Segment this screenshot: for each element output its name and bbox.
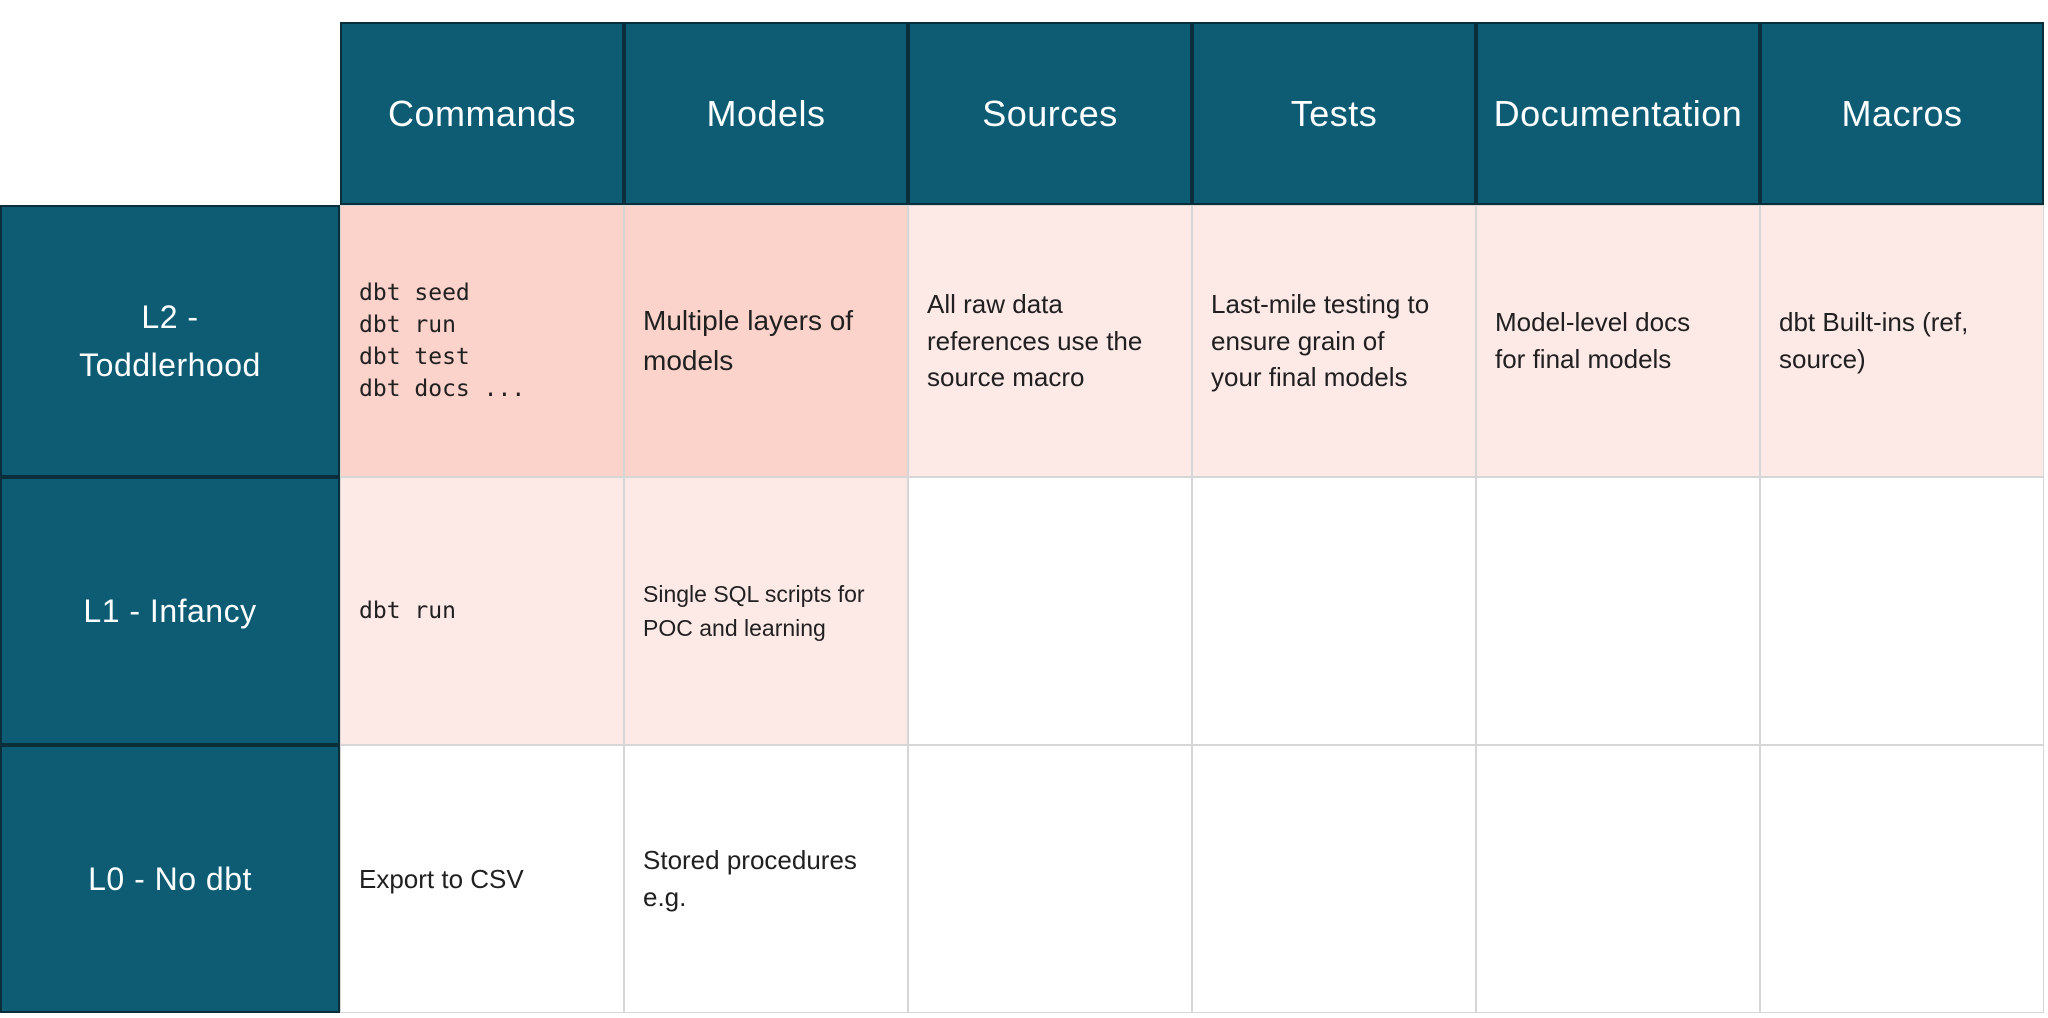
column-header-commands: Commands [340, 22, 624, 205]
cell-l1-models: Single SQL scripts for POC and learning [624, 477, 908, 745]
column-header-macros: Macros [1760, 22, 2044, 205]
cell-l1-sources [908, 477, 1192, 745]
cell-l1-macros [1760, 477, 2044, 745]
row-header-l1-infancy: L1 - Infancy [0, 477, 340, 745]
column-header-models: Models [624, 22, 908, 205]
column-header-tests: Tests [1192, 22, 1476, 205]
cell-l2-documentation: Model-level docs for final models [1476, 205, 1760, 477]
cell-l2-models: Multiple layers of models [624, 205, 908, 477]
row-header-l2-toddlerhood: L2 - Toddlerhood [0, 205, 340, 477]
cell-l2-commands: dbt seed dbt run dbt test dbt docs ... [340, 205, 624, 477]
cell-l2-sources: All raw data references use the source m… [908, 205, 1192, 477]
cell-l1-documentation [1476, 477, 1760, 745]
cell-l0-models: Stored procedures e.g. [624, 745, 908, 1013]
corner-cell [0, 22, 340, 205]
cell-l0-documentation [1476, 745, 1760, 1013]
cell-l2-tests: Last-mile testing to ensure grain of you… [1192, 205, 1476, 477]
cell-l0-commands: Export to CSV [340, 745, 624, 1013]
row-header-l0-no-dbt: L0 - No dbt [0, 745, 340, 1013]
column-header-documentation: Documentation [1476, 22, 1760, 205]
cell-l0-sources [908, 745, 1192, 1013]
cell-l1-tests [1192, 477, 1476, 745]
dbt-maturity-table: Commands Models Sources Tests Documentat… [0, 22, 2044, 1013]
cell-l0-macros [1760, 745, 2044, 1013]
cell-l1-commands: dbt run [340, 477, 624, 745]
cell-l0-tests [1192, 745, 1476, 1013]
cell-l2-macros: dbt Built-ins (ref, source) [1760, 205, 2044, 477]
column-header-sources: Sources [908, 22, 1192, 205]
